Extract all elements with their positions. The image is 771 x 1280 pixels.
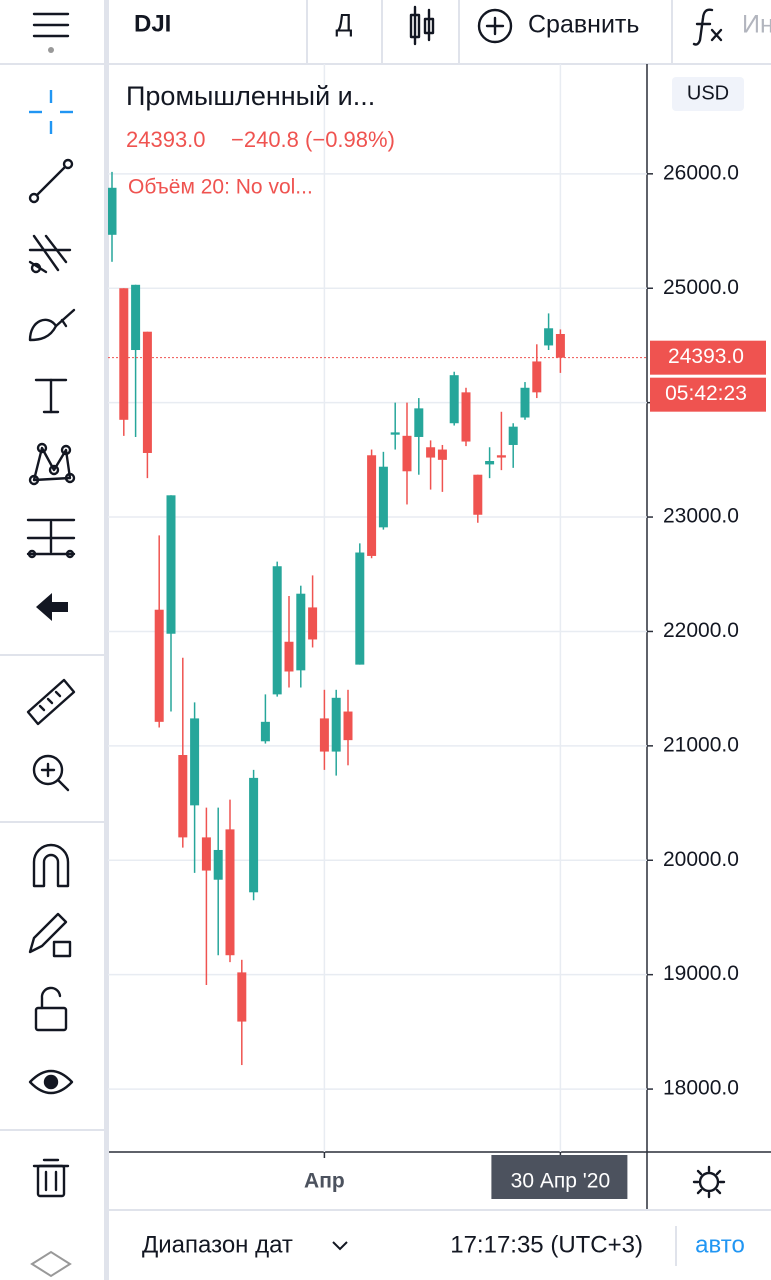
zoom-tool[interactable]	[32, 754, 70, 792]
top-bar	[109, 0, 771, 65]
candle-body	[201, 837, 211, 871]
countdown-bg	[650, 377, 766, 412]
candle-body	[485, 460, 495, 465]
indicators-label: Ин	[742, 11, 771, 39]
symbol[interactable]: DJI	[134, 10, 171, 37]
x-tick-label: Апр	[304, 1170, 345, 1193]
brush-tool[interactable]	[28, 308, 76, 342]
delete-tool[interactable]	[32, 1158, 70, 1198]
candle-body	[319, 718, 329, 752]
legend-name: Промышленный и...	[126, 81, 375, 111]
layers-tool[interactable]	[30, 1250, 72, 1278]
lock-drawings-tool[interactable]	[28, 912, 72, 958]
y-tick-label: 23000.0	[663, 505, 739, 528]
y-tick-label: 20000.0	[663, 848, 739, 871]
candle-body	[108, 187, 117, 235]
candle-body	[260, 721, 270, 742]
candle-body	[331, 697, 341, 752]
interval[interactable]: Д	[336, 10, 353, 38]
clock: 17:17:35 (UTC+3)	[450, 1231, 643, 1258]
candle-body	[437, 449, 447, 460]
candle-body	[496, 455, 506, 458]
candle-body	[414, 408, 424, 437]
prediction-tool[interactable]	[26, 518, 76, 559]
x-tick-label: 30 Апр '20	[511, 1170, 610, 1193]
candle-body	[225, 829, 235, 956]
candle-body	[178, 755, 188, 838]
legend-volume: Объём 20: No vol...	[128, 176, 313, 199]
y-tick-label: 21000.0	[663, 733, 739, 756]
chart-type-button[interactable]	[409, 5, 435, 46]
y-tick-label: 22000.0	[663, 619, 739, 642]
menu-button[interactable]	[32, 12, 70, 53]
magnet-tool[interactable]	[32, 843, 70, 888]
price-tag-bg	[650, 340, 766, 375]
candle-body	[237, 972, 247, 1022]
candle-body	[544, 328, 554, 346]
x-tick-highlight	[491, 1155, 628, 1199]
y-tick-label: 19000.0	[663, 962, 739, 985]
candle-body	[532, 361, 542, 393]
candle-body	[154, 609, 164, 722]
candle-body	[520, 387, 530, 418]
candle-body	[355, 552, 365, 665]
date-range[interactable]: Диапазон дат	[142, 1231, 293, 1258]
candle-body	[166, 495, 176, 634]
candle-body	[378, 466, 388, 528]
candle-body	[367, 455, 377, 556]
candle-body	[402, 435, 412, 472]
legend-change: −240.8 (−0.98%)	[231, 127, 395, 152]
fork-tool[interactable]	[28, 234, 72, 274]
ruler-tool[interactable]	[26, 678, 76, 726]
date-range-caret	[332, 1241, 348, 1251]
toolbar-divider	[104, 0, 109, 1280]
candle-body	[508, 426, 518, 445]
candle-body	[213, 849, 223, 880]
candle-body	[343, 711, 353, 741]
currency-badge[interactable]	[672, 77, 744, 111]
indicators-button[interactable]: Ин	[692, 8, 771, 46]
compare-label: Сравнить	[528, 11, 639, 39]
candle-body	[142, 331, 152, 453]
y-tick-label: 26000.0	[663, 161, 739, 184]
price-tag: 24393.0	[668, 345, 744, 368]
candle-body	[308, 607, 318, 640]
candle-body	[272, 566, 282, 695]
back-tool[interactable]	[36, 593, 68, 621]
visibility-tool[interactable]	[28, 1069, 74, 1095]
candle-body	[284, 641, 294, 672]
text-tool[interactable]	[34, 378, 68, 414]
candle-body	[296, 593, 306, 671]
auto-scale[interactable]: авто	[695, 1231, 745, 1258]
candle-body	[249, 777, 259, 893]
settings-button[interactable]	[692, 1165, 726, 1199]
candle-body	[190, 718, 200, 806]
pattern-tool[interactable]	[28, 442, 76, 486]
legend-price: 24393.0	[126, 127, 206, 152]
candle-body	[390, 432, 400, 435]
candle-body	[131, 284, 141, 351]
candle-body	[555, 333, 565, 358]
candle-body	[461, 392, 471, 442]
toolbar-left	[0, 0, 104, 1280]
y-tick-label: 25000.0	[663, 276, 739, 299]
toolbar-separators	[0, 63, 104, 1131]
trend-line-tool[interactable]	[28, 158, 74, 204]
candle-body	[119, 288, 129, 420]
candle-body	[426, 447, 436, 458]
crosshair-tool[interactable]	[29, 90, 73, 134]
compare-button[interactable]: Сравнить	[477, 8, 639, 44]
lock-tool[interactable]	[34, 986, 68, 1032]
countdown: 05:42:23	[665, 382, 747, 405]
candle-body	[473, 474, 483, 515]
y-tick-label: 18000.0	[663, 1077, 739, 1100]
currency: USD	[687, 82, 729, 104]
candle-body	[449, 375, 459, 424]
